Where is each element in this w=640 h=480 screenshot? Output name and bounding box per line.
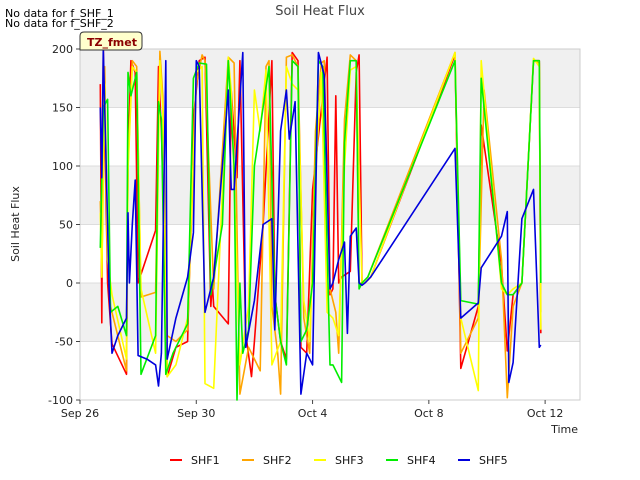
y-tick-label: 150 (52, 102, 73, 115)
series-lines (99, 48, 542, 401)
background-bands (80, 49, 580, 342)
legend: SHF1 SHF2 SHF3 SHF4 SHF5 (170, 454, 508, 467)
y-tick-label: 200 (52, 43, 73, 56)
y-tick-label: -100 (48, 394, 73, 407)
y-tick-label: -50 (55, 336, 73, 349)
y-tick-label: 50 (59, 219, 73, 232)
x-tick-label: Sep 30 (177, 407, 215, 420)
legend-label-shf3: SHF3 (335, 454, 364, 467)
chart-title: Soil Heat Flux (275, 4, 365, 19)
x-tick-label: Oct 12 (527, 407, 564, 420)
tz-annotation-label: TZ_fmet (87, 36, 137, 49)
series-line-shf5 (99, 48, 542, 395)
tz-annotation-frame (79, 31, 143, 51)
legend-label-shf1: SHF1 (191, 454, 220, 467)
x-tick-label: Oct 4 (298, 407, 328, 420)
background-band-2 (80, 49, 580, 108)
y-axis-label: Soil Heat Flux (9, 186, 22, 262)
x-tick-label: Sep 26 (61, 407, 99, 420)
series-line-shf4 (99, 59, 542, 401)
background-band-1 (80, 166, 580, 225)
y-tick-label: 0 (66, 277, 73, 290)
legend-label-shf4: SHF4 (407, 454, 436, 467)
x-tick-label: Oct 8 (414, 407, 444, 420)
x-axis-label: Time (550, 423, 578, 436)
no-data-note-1: No data for f_SHF_1 (5, 7, 114, 20)
x-axis-ticks: Sep 26 Sep 30 Oct 4 Oct 8 Oct 12 (61, 400, 563, 420)
legend-label-shf5: SHF5 (479, 454, 508, 467)
legend-label-shf2: SHF2 (263, 454, 292, 467)
no-data-note-2: No data for f_SHF_2 (5, 17, 114, 30)
tz-annotation-box: TZ_fmet (79, 31, 143, 51)
y-tick-label: 100 (52, 160, 73, 173)
y-axis-ticks: -100 -50 0 50 100 150 200 (48, 43, 80, 407)
